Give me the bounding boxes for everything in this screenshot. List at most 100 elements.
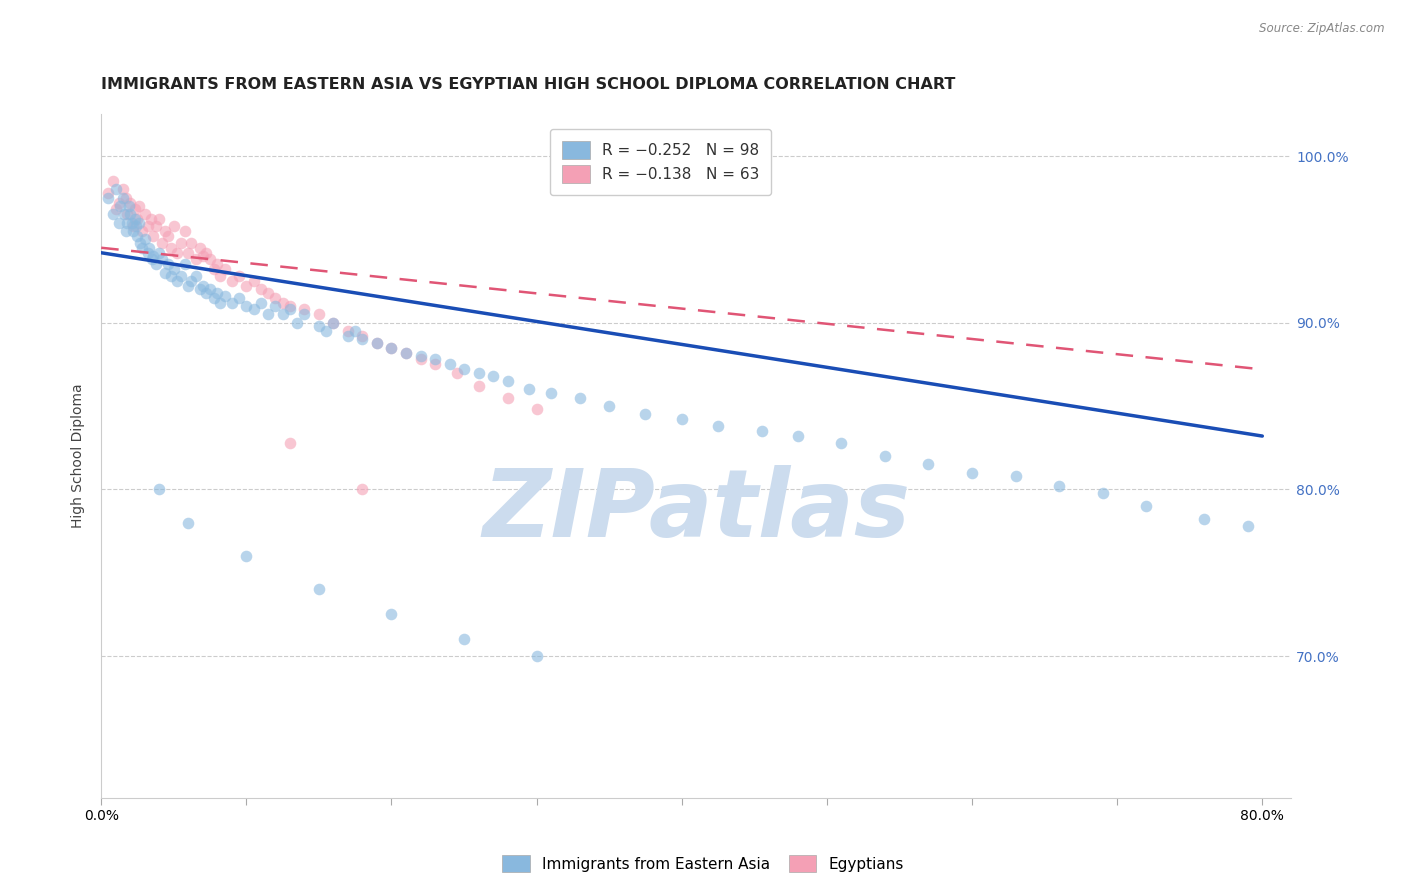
Point [184, 269, 207, 284]
Point [148, 212, 170, 227]
Point [1047, 479, 1070, 493]
Point [207, 285, 229, 300]
Point [163, 262, 186, 277]
Point [136, 245, 159, 260]
Point [482, 369, 505, 384]
Point [228, 269, 250, 284]
Point [264, 291, 287, 305]
Point [308, 319, 330, 334]
Point [194, 245, 217, 260]
Point [467, 366, 489, 380]
Point [138, 241, 160, 255]
Point [150, 252, 173, 267]
Point [156, 229, 179, 244]
Point [122, 219, 145, 233]
Point [153, 224, 176, 238]
Point [198, 282, 221, 296]
Point [1135, 499, 1157, 513]
Point [278, 302, 301, 317]
Point [124, 212, 146, 227]
Point [177, 516, 200, 530]
Point [598, 399, 620, 413]
Point [671, 412, 693, 426]
Point [467, 379, 489, 393]
Point [148, 483, 170, 497]
Point [242, 274, 264, 288]
Point [917, 458, 939, 472]
Point [174, 257, 197, 271]
Point [166, 245, 188, 260]
Point [409, 349, 432, 363]
Point [214, 262, 236, 277]
Point [117, 207, 139, 221]
Point [120, 207, 142, 221]
Point [121, 216, 143, 230]
Point [142, 249, 165, 263]
Point [108, 199, 131, 213]
Point [526, 648, 548, 663]
Point [271, 295, 294, 310]
Point [163, 219, 186, 233]
Point [115, 224, 138, 238]
Point [209, 269, 232, 284]
Point [257, 307, 280, 321]
Point [214, 289, 236, 303]
Text: IMMIGRANTS FROM EASTERN ASIA VS EGYPTIAN HIGH SCHOOL DIPLOMA CORRELATION CHART: IMMIGRANTS FROM EASTERN ASIA VS EGYPTIAN… [101, 78, 956, 93]
Point [101, 207, 124, 221]
Point [786, 429, 808, 443]
Point [1236, 519, 1258, 533]
Point [242, 302, 264, 317]
Point [118, 199, 141, 213]
Point [235, 549, 257, 563]
Point [111, 182, 134, 196]
Point [423, 352, 446, 367]
Point [145, 257, 167, 271]
Point [160, 241, 183, 255]
Point [124, 202, 146, 217]
Point [395, 345, 418, 359]
Point [707, 419, 730, 434]
Point [134, 232, 156, 246]
Point [107, 195, 129, 210]
Point [315, 324, 337, 338]
Point [115, 191, 138, 205]
Point [188, 282, 211, 296]
Point [129, 235, 152, 250]
Point [336, 324, 359, 338]
Point [209, 295, 232, 310]
Point [204, 291, 226, 305]
Point [97, 191, 120, 205]
Point [128, 216, 150, 230]
Point [221, 295, 243, 310]
Point [131, 224, 153, 238]
Point [278, 435, 301, 450]
Point [117, 216, 139, 230]
Point [308, 582, 330, 597]
Point [141, 252, 163, 267]
Point [127, 229, 149, 244]
Point [156, 257, 179, 271]
Point [271, 307, 294, 321]
Point [97, 186, 120, 200]
Point [188, 241, 211, 255]
Point [366, 335, 388, 350]
Point [134, 207, 156, 221]
Point [569, 391, 592, 405]
Point [352, 333, 374, 347]
Point [873, 449, 896, 463]
Point [322, 316, 344, 330]
Point [519, 383, 541, 397]
Point [125, 219, 148, 233]
Point [423, 358, 446, 372]
Point [160, 269, 183, 284]
Point [191, 249, 214, 263]
Point [496, 391, 519, 405]
Point [114, 207, 136, 221]
Point [1091, 485, 1114, 500]
Point [101, 174, 124, 188]
Point [145, 219, 167, 233]
Point [250, 295, 273, 310]
Legend: R = −0.252   N = 98, R = −0.138   N = 63: R = −0.252 N = 98, R = −0.138 N = 63 [550, 129, 772, 194]
Point [540, 385, 562, 400]
Point [142, 229, 165, 244]
